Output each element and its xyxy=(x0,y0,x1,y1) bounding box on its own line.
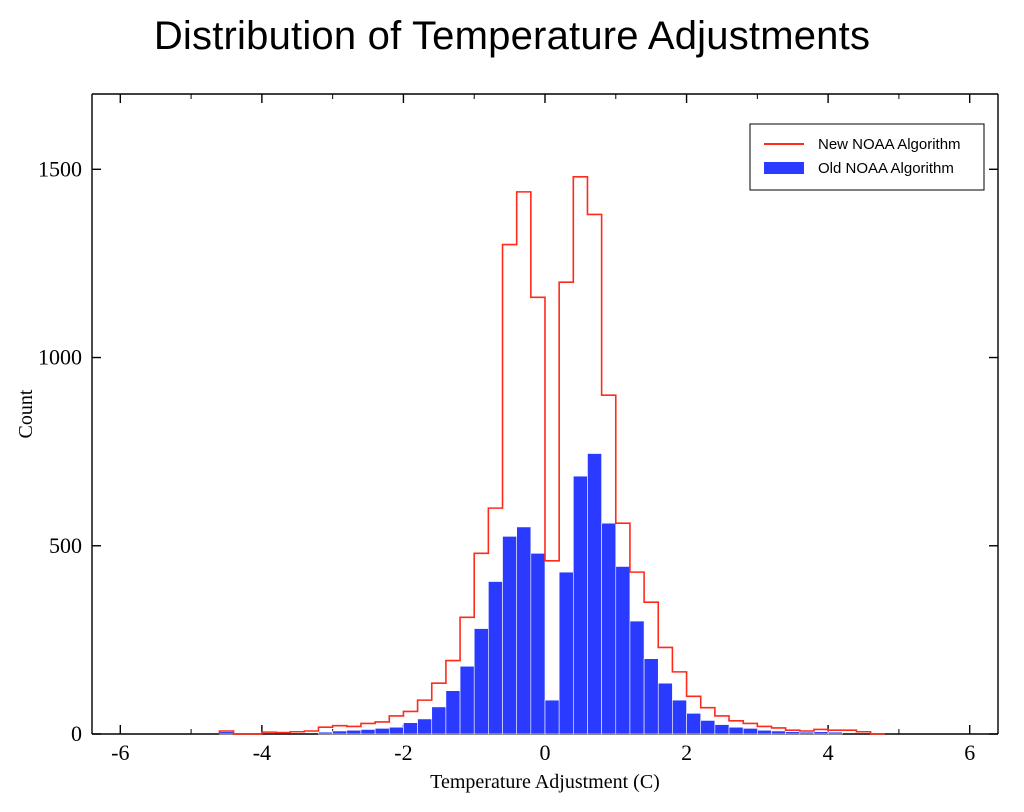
y-tick-label: 1500 xyxy=(38,156,82,181)
x-axis-label: Temperature Adjustment (C) xyxy=(430,771,660,793)
x-tick-label: -2 xyxy=(394,740,412,765)
x-tick-label: 6 xyxy=(964,740,975,765)
x-tick-label: 0 xyxy=(540,740,551,765)
legend-label-new: New NOAA Algorithm xyxy=(818,136,961,153)
x-tick-label: 4 xyxy=(823,740,834,765)
x-tick-label: 2 xyxy=(681,740,692,765)
chart-container: -6 -4 -2 0 2 4 6 0 500 1000 1500 Temperature Adjust… xyxy=(12,80,1014,800)
y-tick-label: 0 xyxy=(71,721,82,746)
page-title: Distribution of Temperature Adjustments xyxy=(0,14,1024,59)
histogram-chart: -6 -4 -2 0 2 4 6 0 500 1000 1500 Temperature Adjust… xyxy=(12,80,1014,800)
y-tick-label: 1000 xyxy=(38,345,82,370)
legend: New NOAA Algorithm Old NOAA Algorithm xyxy=(750,124,984,190)
x-tick-label: -6 xyxy=(111,740,129,765)
y-tick-label: 500 xyxy=(49,533,82,558)
y-axis-label: Count xyxy=(15,389,37,438)
legend-label-old: Old NOAA Algorithm xyxy=(818,160,954,177)
x-tick-label: -4 xyxy=(253,740,271,765)
